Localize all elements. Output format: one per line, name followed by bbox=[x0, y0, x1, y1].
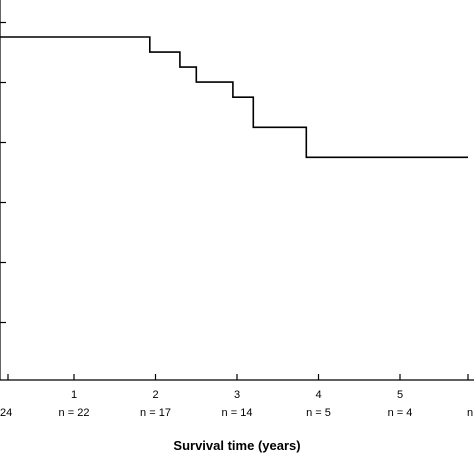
at-risk-label: n = 4 bbox=[388, 407, 413, 419]
x-tick-label: 3 bbox=[234, 389, 240, 401]
at-risk-label: n = 22 bbox=[59, 407, 90, 419]
survival-curve-group bbox=[0, 21, 468, 159]
at-risk-label: n = 17 bbox=[140, 407, 171, 419]
at-risk-label: n = 5 bbox=[306, 407, 331, 419]
x-tick-label: 2 bbox=[152, 389, 158, 401]
x-tick-label: 4 bbox=[315, 389, 321, 401]
at-risk-label: n bbox=[467, 407, 473, 419]
x-axis: 1 2 3 4 5 bbox=[0, 374, 474, 401]
at-risk-row: 24 n = 22 n = 17 n = 14 n = 5 n = 4 n bbox=[0, 407, 473, 419]
x-axis-title: Survival time (years) bbox=[173, 438, 300, 453]
survival-step-line bbox=[0, 21, 468, 159]
at-risk-label: n = 14 bbox=[222, 407, 253, 419]
at-risk-label: 24 bbox=[0, 407, 12, 419]
y-axis bbox=[0, 0, 6, 380]
x-tick-label: 5 bbox=[397, 389, 403, 401]
x-tick-label: 1 bbox=[71, 389, 77, 401]
